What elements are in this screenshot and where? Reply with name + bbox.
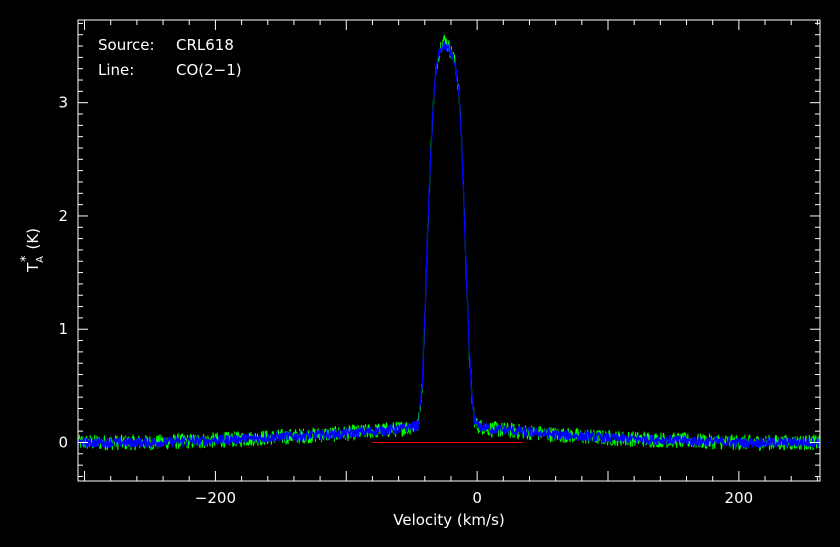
x-tick-label: 200 bbox=[725, 489, 754, 507]
spectrum-series-2 bbox=[77, 40, 821, 450]
x-tick-label: 0 bbox=[472, 489, 482, 507]
y-tick-label: 2 bbox=[58, 207, 68, 225]
line-value: CO(2−1) bbox=[176, 61, 242, 79]
x-axis-label: Velocity (km/s) bbox=[393, 511, 504, 529]
y-axis-label-sub: A bbox=[35, 256, 46, 263]
spectrum-traces bbox=[77, 34, 821, 452]
y-axis-label-main: T bbox=[24, 262, 42, 273]
source-value: CRL618 bbox=[176, 36, 234, 54]
y-tick-label: 1 bbox=[58, 320, 68, 338]
line-label: Line: bbox=[98, 61, 134, 79]
svg-text:TA*(K): TA* (K) bbox=[19, 228, 46, 273]
source-label: Source: bbox=[98, 36, 155, 54]
y-axis-label-unit: (K) bbox=[24, 228, 42, 250]
y-tick-label: 3 bbox=[58, 94, 68, 112]
y-tick-label: 0 bbox=[58, 433, 68, 451]
plot-frame bbox=[77, 19, 821, 482]
axis-ticks: −200 0 200 0 1 2 3 bbox=[58, 20, 820, 507]
y-axis-label-sup: * bbox=[19, 255, 34, 262]
x-tick-label: −200 bbox=[195, 489, 236, 507]
y-axis-label: TA* (K) bbox=[19, 228, 46, 273]
